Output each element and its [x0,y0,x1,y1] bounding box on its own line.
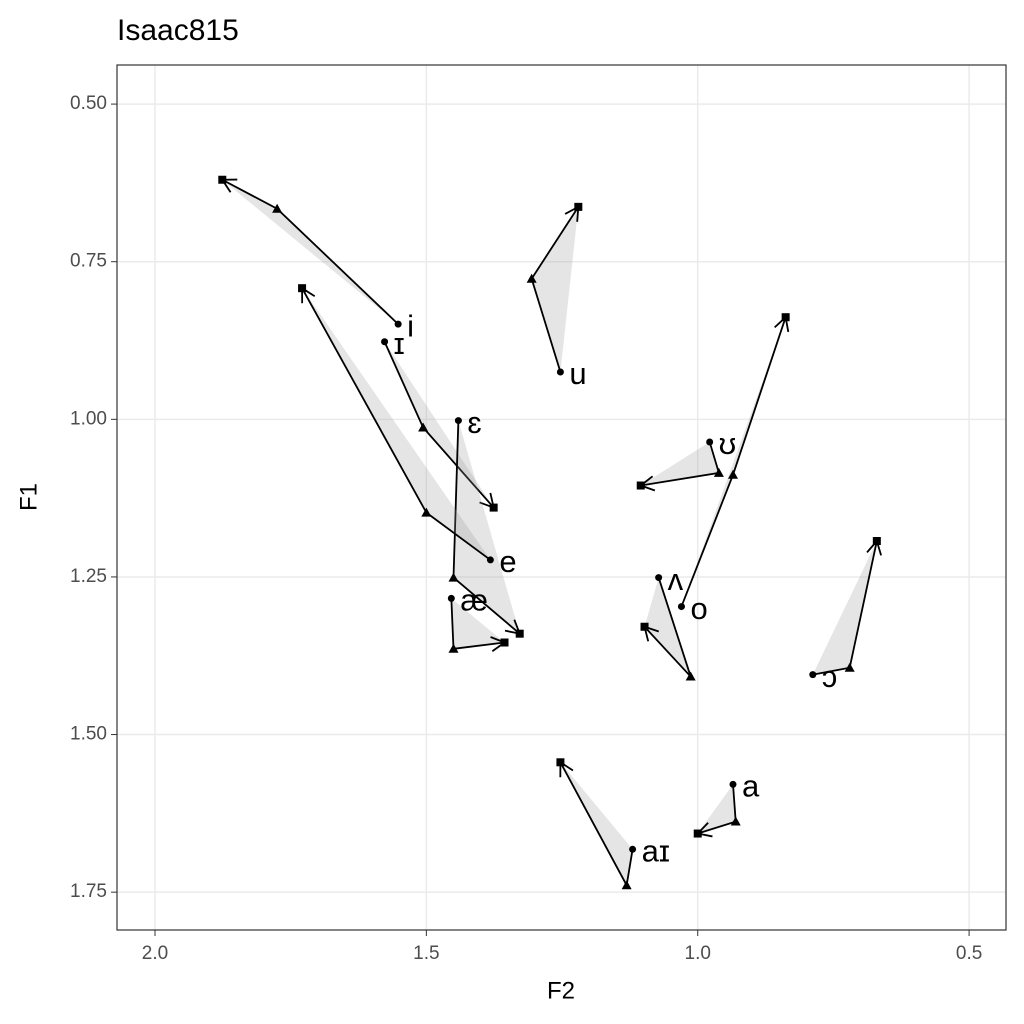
y-tick-label: 1.25 [70,566,107,587]
trajectory-area [644,577,691,677]
mid-point [448,643,459,653]
start-point [729,780,737,788]
end-point [218,175,227,184]
mid-point [685,671,696,681]
vowel-trajectory: u [526,202,587,391]
start-point [381,338,389,346]
trajectory-area [812,541,877,675]
start-point [486,556,494,564]
trajectory-area [451,598,505,649]
x-tick-label: 2.0 [142,943,168,964]
vowel-label: o [690,591,707,626]
y-tick-label: 1.75 [70,881,107,902]
end-point [574,202,583,211]
mid-point [621,880,632,890]
vowel-label: ɔ [822,659,838,694]
end-point [640,622,649,631]
start-point [655,574,663,582]
trajectory-area [681,317,786,607]
end-point [489,503,498,512]
end-point [500,638,509,647]
y-tick-label: 1.00 [70,408,107,429]
vowel-trajectory: i [218,175,414,343]
mid-point [448,572,459,582]
x-tick-label: 0.5 [956,943,982,964]
start-point [394,320,402,328]
x-tick-label: 1.0 [685,943,711,964]
vowel-trajectory: o [677,313,790,626]
mid-point [526,273,537,283]
y-tick-label: 1.50 [70,724,107,745]
y-tick-label: 0.50 [70,93,107,114]
vowel-label: i [407,308,414,343]
trajectory-area [302,288,491,560]
vowel-trajectory: e [298,284,517,579]
end-point [636,481,645,490]
trajectory-area [384,341,494,508]
vowel-trajectory: æ [447,583,509,653]
vowel-trajectory: ɔ [809,537,882,694]
trajectory-area [560,762,633,886]
end-point [693,829,702,838]
mid-point [421,507,432,517]
x-tick-label: 1.5 [413,943,439,964]
start-point [706,438,714,446]
mid-point [272,203,283,213]
mid-point [418,422,429,432]
plot-border [116,64,1007,931]
vowel-trajectory: ɪ [381,326,498,512]
mid-point [713,467,724,477]
vowel-label: ɛ [467,405,481,440]
vowel-trajectory: a [693,769,760,838]
start-point [556,368,564,376]
trajectory-area [222,179,399,325]
vowel-label: æ [460,583,488,618]
mid-point [728,469,739,479]
start-point [447,594,455,602]
vowel-label: u [569,356,586,391]
vowel-trajectory: ɛ [448,405,524,638]
vowel-label: e [499,544,516,579]
vowel-trajectory: ʊ [636,426,737,492]
y-tick-label: 0.75 [70,251,107,272]
end-point [515,629,524,638]
vowel-label: ɪ [394,326,405,361]
end-point [556,758,565,767]
start-point [677,603,685,611]
x-axis-label: F2 [547,977,575,1004]
vowel-label: a [742,769,760,804]
vowel-label: ʌ [668,562,684,597]
vowel-trajectory: aɪ [556,758,670,890]
start-point [629,845,637,853]
y-axis-label: F1 [15,483,42,511]
trajectory-area [697,784,736,834]
vowel-label: ʊ [719,426,737,461]
start-point [809,671,817,679]
mid-point [730,816,741,826]
end-point [781,313,790,322]
trajectory-area [640,442,719,486]
mid-point [844,662,855,672]
chart-title: Isaac815 [117,14,239,47]
trajectory-area [531,206,579,373]
vowel-trajectory: ʌ [640,562,696,681]
vowel-label: aɪ [642,833,670,868]
start-point [454,417,462,425]
end-point [298,284,307,293]
end-point [872,537,881,546]
trajectory-area [453,420,520,634]
